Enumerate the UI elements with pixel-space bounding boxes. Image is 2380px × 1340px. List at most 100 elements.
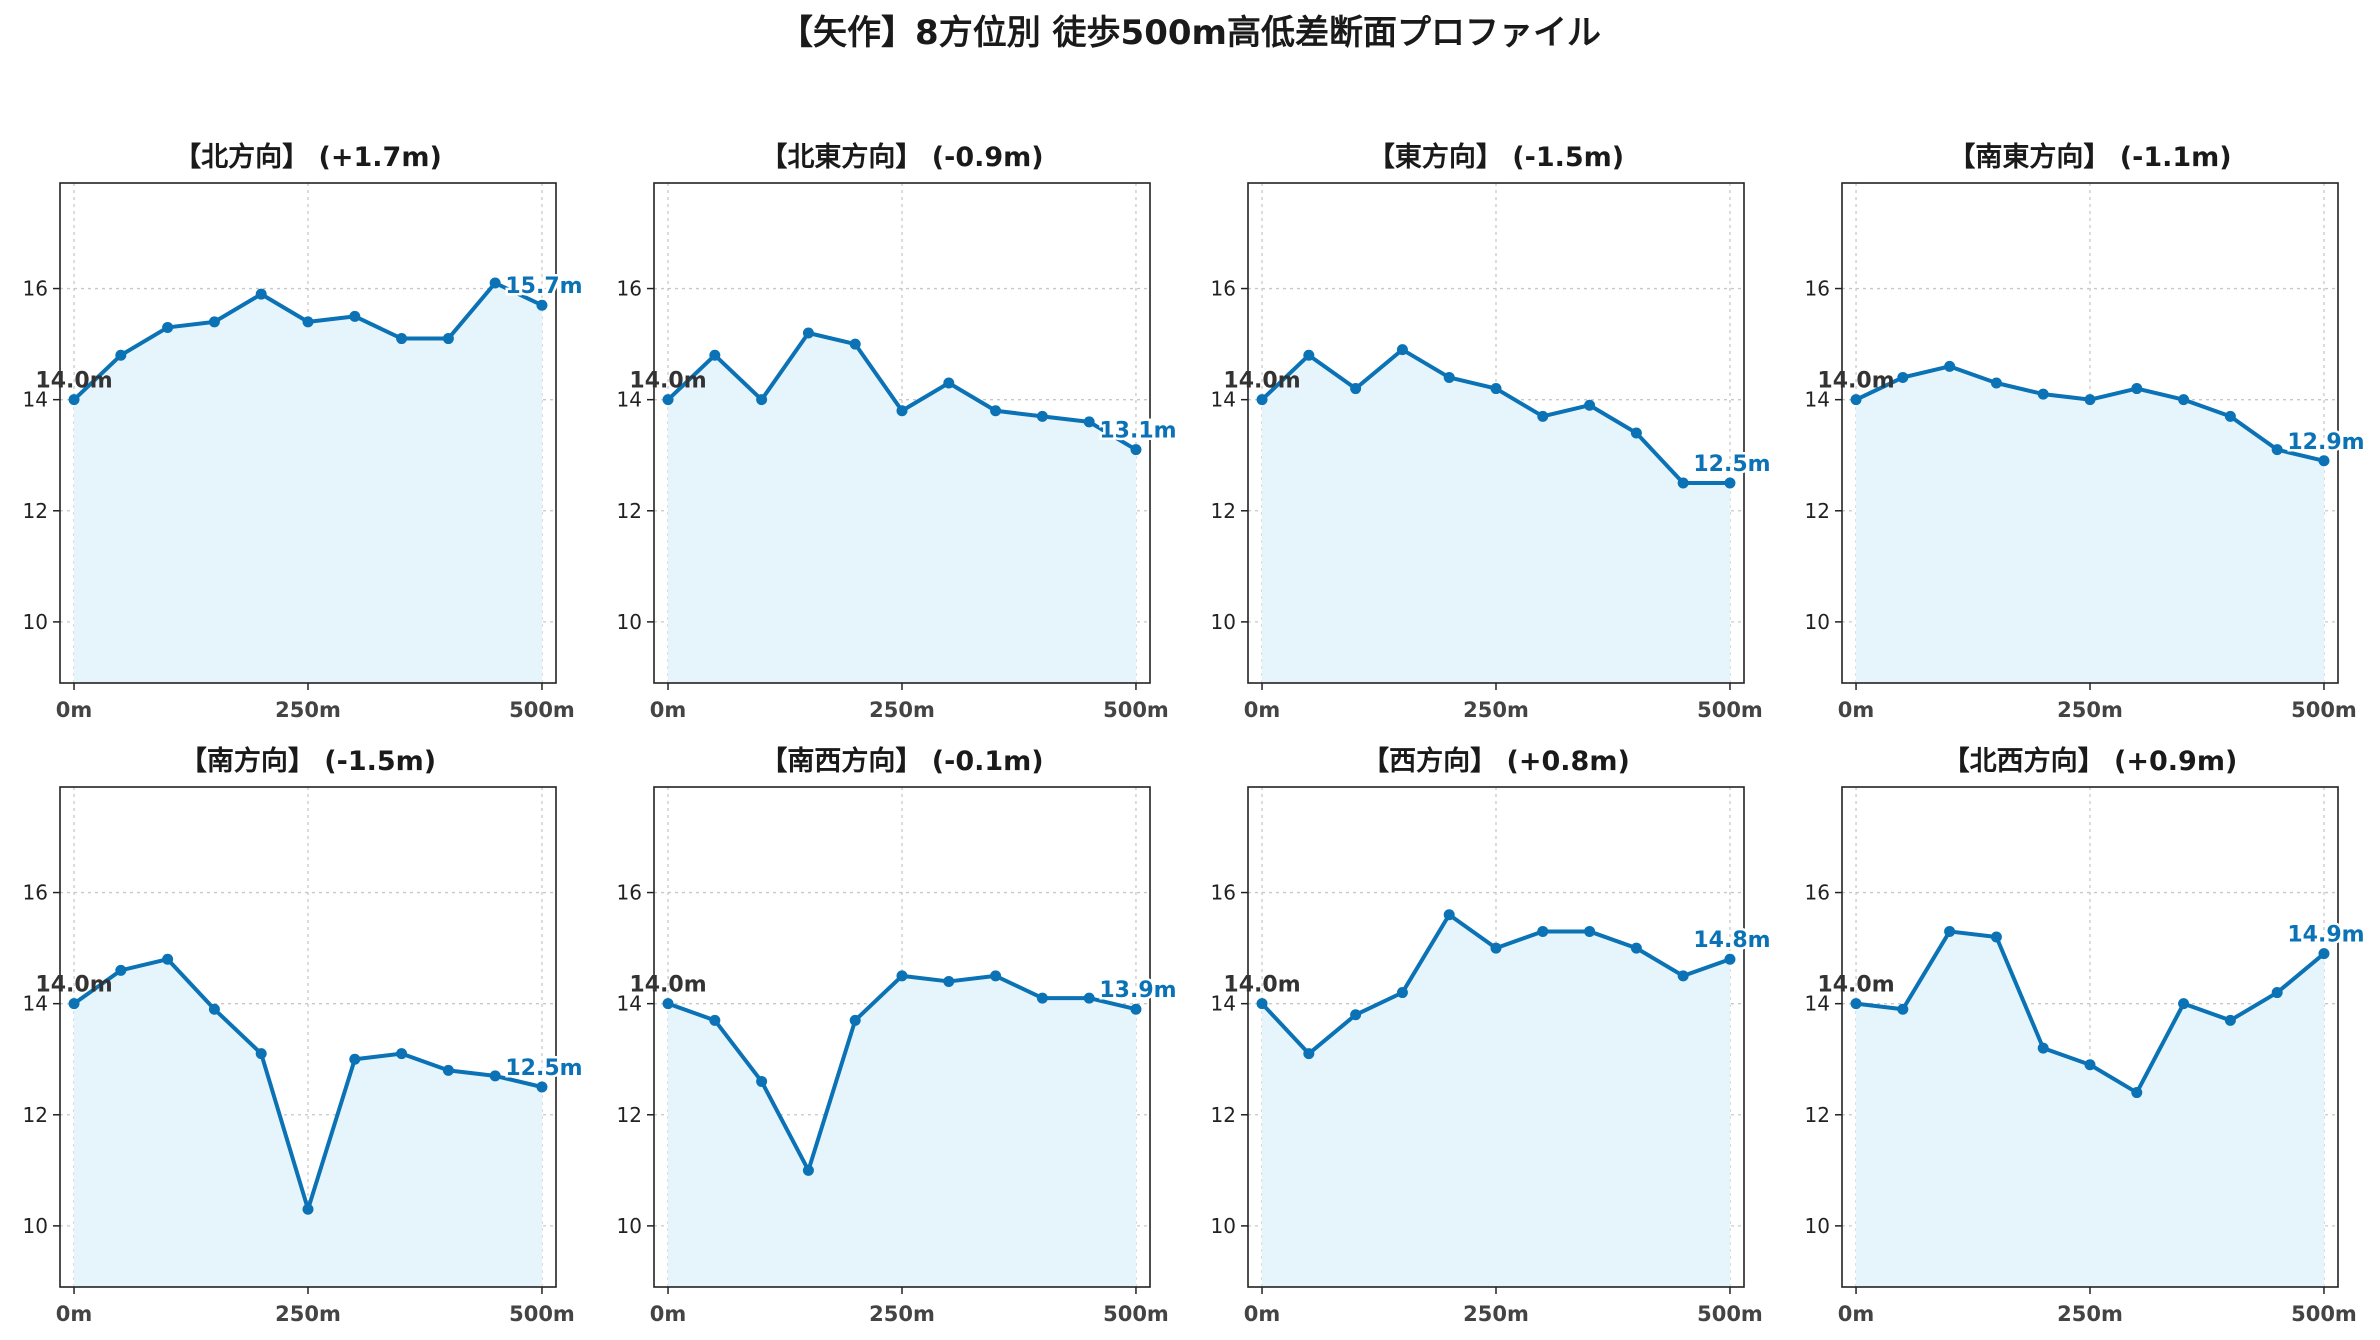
start-elevation-label: 14.0m [629, 973, 706, 998]
data-point [1036, 992, 1048, 1004]
xtick-label: 0m [1838, 1302, 1875, 1326]
data-point [1443, 909, 1455, 921]
data-point [943, 975, 955, 987]
data-point [1130, 444, 1142, 456]
panel-title: 【東方向】 (-1.5m) [1368, 141, 1624, 173]
chart-panel: 【北東方向】 (-0.9m) 10 12 14 16 0m 250m 500m 14.0m 13.… [617, 141, 1180, 722]
data-point [896, 970, 908, 982]
ytick-label: 10 [1805, 1214, 1830, 1238]
start-elevation-label: 14.0m [35, 973, 112, 998]
start-elevation-label: 14.0m [1223, 973, 1300, 998]
data-point [2224, 1014, 2236, 1026]
panel-title: 【北西方向】 (+0.9m) [1943, 745, 2238, 777]
xtick-label: 0m [650, 1302, 687, 1326]
ytick-label: 10 [617, 610, 642, 634]
ytick-label: 16 [1805, 881, 1830, 905]
ytick-label: 16 [1805, 277, 1830, 301]
data-point [208, 316, 220, 328]
data-point [756, 394, 768, 406]
area-fill [1262, 914, 1730, 1287]
data-point [896, 405, 908, 417]
xtick-label: 250m [869, 1302, 935, 1326]
xtick-label: 250m [275, 1302, 341, 1326]
area-fill [1262, 349, 1730, 683]
xtick-label: 0m [1244, 1302, 1281, 1326]
data-point [1396, 987, 1408, 999]
xtick-label: 0m [650, 698, 687, 722]
data-point [1256, 394, 1268, 406]
ytick-label: 12 [617, 1103, 642, 1127]
xtick-label: 500m [1697, 1302, 1763, 1326]
ytick-label: 12 [1211, 499, 1236, 523]
data-point [1036, 410, 1048, 422]
data-point [255, 288, 267, 300]
ytick-label: 14 [1211, 992, 1236, 1016]
chart-panel: 【南西方向】 (-0.1m) 10 12 14 16 0m 250m 500m 14.0m 13.… [617, 745, 1180, 1326]
data-point [2084, 394, 2096, 406]
ytick-label: 12 [23, 1103, 48, 1127]
data-point [1130, 1003, 1142, 1015]
ytick-label: 12 [1211, 1103, 1236, 1127]
data-point [1490, 383, 1502, 395]
data-point [2178, 394, 2190, 406]
data-point [709, 1014, 721, 1026]
ytick-label: 14 [23, 992, 48, 1016]
end-elevation-label: 13.9m [1099, 978, 1176, 1003]
data-point [1303, 349, 1315, 361]
chart-panel: 【南方向】 (-1.5m) 10 12 14 16 0m 250m 500m 14.0m 12.5… [23, 745, 586, 1326]
data-point [849, 338, 861, 350]
ytick-label: 16 [1211, 277, 1236, 301]
data-point [1990, 377, 2002, 389]
data-point [1083, 992, 1095, 1004]
data-point [442, 333, 454, 345]
xtick-label: 500m [1103, 698, 1169, 722]
data-point [115, 349, 127, 361]
data-point [1396, 344, 1408, 356]
xtick-label: 500m [1697, 698, 1763, 722]
ytick-label: 10 [1211, 610, 1236, 634]
data-point [2224, 410, 2236, 422]
start-elevation-label: 14.0m [629, 369, 706, 394]
data-point [2131, 383, 2143, 395]
area-fill [1856, 366, 2324, 683]
data-point [489, 1070, 501, 1082]
area-fill [74, 283, 542, 683]
data-point [349, 1053, 361, 1065]
area-fill [668, 333, 1136, 683]
ytick-label: 10 [23, 610, 48, 634]
data-point [756, 1075, 768, 1087]
end-elevation-label: 13.1m [1099, 419, 1176, 444]
data-point [489, 277, 501, 289]
data-point [990, 405, 1002, 417]
ytick-label: 10 [1211, 1214, 1236, 1238]
ytick-label: 16 [23, 277, 48, 301]
xtick-label: 250m [1463, 698, 1529, 722]
data-point [1897, 1003, 1909, 1015]
xtick-label: 0m [56, 698, 93, 722]
xtick-label: 500m [509, 1302, 575, 1326]
ytick-label: 14 [1211, 388, 1236, 412]
xtick-label: 250m [275, 698, 341, 722]
data-point [2318, 455, 2330, 467]
xtick-label: 500m [509, 698, 575, 722]
data-point [2271, 444, 2283, 456]
data-point [709, 349, 721, 361]
ytick-label: 14 [23, 388, 48, 412]
xtick-label: 250m [1463, 1302, 1529, 1326]
data-point [396, 333, 408, 345]
data-point [1350, 383, 1362, 395]
data-point [68, 394, 80, 406]
xtick-label: 500m [2291, 1302, 2357, 1326]
xtick-label: 500m [2291, 698, 2357, 722]
figure-title: 【矢作】8方位別 徒歩500m高低差断面プロファイル [779, 13, 1601, 53]
data-point [2037, 1042, 2049, 1054]
ytick-label: 14 [1805, 992, 1830, 1016]
data-point [2178, 998, 2190, 1010]
end-elevation-label: 12.9m [2287, 430, 2364, 455]
data-point [2084, 1059, 2096, 1071]
data-point [1724, 953, 1736, 965]
data-point [1897, 371, 1909, 383]
data-point [1990, 931, 2002, 943]
panel-title: 【南方向】 (-1.5m) [180, 745, 436, 777]
ytick-label: 16 [617, 881, 642, 905]
